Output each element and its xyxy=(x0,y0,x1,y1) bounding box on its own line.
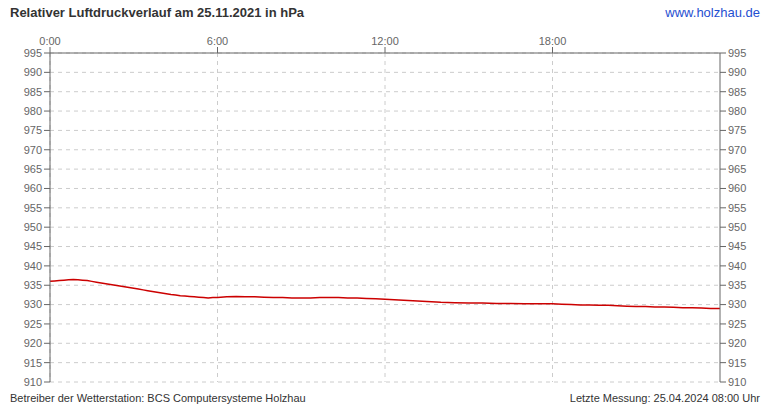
svg-text:935: 935 xyxy=(24,279,42,291)
svg-text:965: 965 xyxy=(728,163,746,175)
svg-text:955: 955 xyxy=(728,202,746,214)
svg-text:935: 935 xyxy=(728,279,746,291)
svg-text:945: 945 xyxy=(24,240,42,252)
svg-text:930: 930 xyxy=(728,298,746,310)
html-text:Betreiber der Wetterstation: B: Betreiber der Wetterstation: BCS Compute… xyxy=(10,392,306,404)
svg-text:910: 910 xyxy=(24,376,42,387)
svg-text:950: 950 xyxy=(728,221,746,233)
svg-text:980: 980 xyxy=(24,105,42,117)
svg-text:985: 985 xyxy=(728,86,746,98)
svg-text:930: 930 xyxy=(24,298,42,310)
svg-text:945: 945 xyxy=(728,240,746,252)
svg-text:6:00: 6:00 xyxy=(207,35,228,47)
svg-text:0:00: 0:00 xyxy=(39,35,60,47)
svg-text:950: 950 xyxy=(24,221,42,233)
svg-text:18:00: 18:00 xyxy=(539,35,567,47)
svg-text:985: 985 xyxy=(24,86,42,98)
svg-text:960: 960 xyxy=(728,182,746,194)
svg-text:970: 970 xyxy=(24,144,42,156)
svg-text:940: 940 xyxy=(728,260,746,272)
svg-text:925: 925 xyxy=(24,318,42,330)
svg-text:980: 980 xyxy=(728,105,746,117)
svg-text:12:00: 12:00 xyxy=(371,35,399,47)
svg-text:940: 940 xyxy=(24,260,42,272)
svg-text:990: 990 xyxy=(728,66,746,78)
svg-text:965: 965 xyxy=(24,163,42,175)
svg-text:955: 955 xyxy=(24,202,42,214)
svg-text:915: 915 xyxy=(24,357,42,369)
svg-text:995: 995 xyxy=(24,47,42,59)
svg-text:910: 910 xyxy=(728,376,746,387)
svg-text:960: 960 xyxy=(24,182,42,194)
svg-text:975: 975 xyxy=(728,124,746,136)
svg-text:995: 995 xyxy=(728,47,746,59)
svg-text:970: 970 xyxy=(728,144,746,156)
html-text:Letzte Messung: 25.04.2024 08:: Letzte Messung: 25.04.2024 08:00 Uhr xyxy=(569,392,760,404)
svg-text:915: 915 xyxy=(728,357,746,369)
svg-text:990: 990 xyxy=(24,66,42,78)
html-text:Relativer Luftdruckverlauf am: Relativer Luftdruckverlauf am 25.11.2021… xyxy=(10,4,305,20)
svg-text:925: 925 xyxy=(728,318,746,330)
html-text:www.holzhau.de: www.holzhau.de xyxy=(665,4,760,20)
svg-text:920: 920 xyxy=(728,337,746,349)
svg-text:920: 920 xyxy=(24,337,42,349)
svg-text:975: 975 xyxy=(24,124,42,136)
